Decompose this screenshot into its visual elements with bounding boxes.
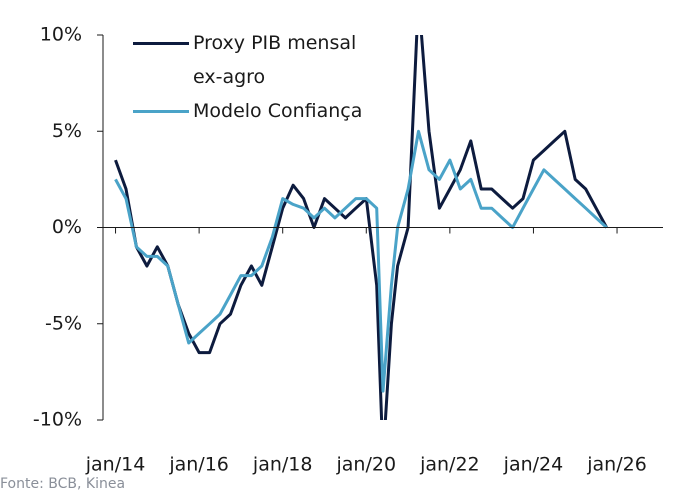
plot-area [114,35,608,420]
x-tick-label: jan/14 [85,454,146,476]
series-line [114,129,608,393]
legend-entry: Modelo Confiança [133,94,363,128]
x-tick-label: jan/22 [419,454,480,476]
x-tick-label: jan/18 [252,454,313,476]
y-tick-label: -10% [33,409,82,431]
x-tick-label: jan/20 [336,454,397,476]
source: Fonte: BCB, Kinea [0,476,126,492]
y-tick-label: -5% [45,312,82,334]
y-tick-label: 0% [52,216,82,238]
legend: Proxy PIB mensal ex-agro Modelo Confiança [133,26,363,128]
x-tick-label: jan/16 [168,454,229,476]
legend-label: Modelo Confiança [193,100,363,122]
x-tick-label: jan/24 [503,454,564,476]
legend-entry: Proxy PIB mensal ex-agro [133,26,363,94]
x-tick-label: jan/26 [586,454,647,476]
legend-swatch [133,110,189,113]
y-tick-label: 10% [40,24,82,46]
y-tick-label: 5% [52,120,82,142]
legend-label: Proxy PIB mensal ex-agro [193,32,357,88]
legend-swatch [133,42,189,45]
